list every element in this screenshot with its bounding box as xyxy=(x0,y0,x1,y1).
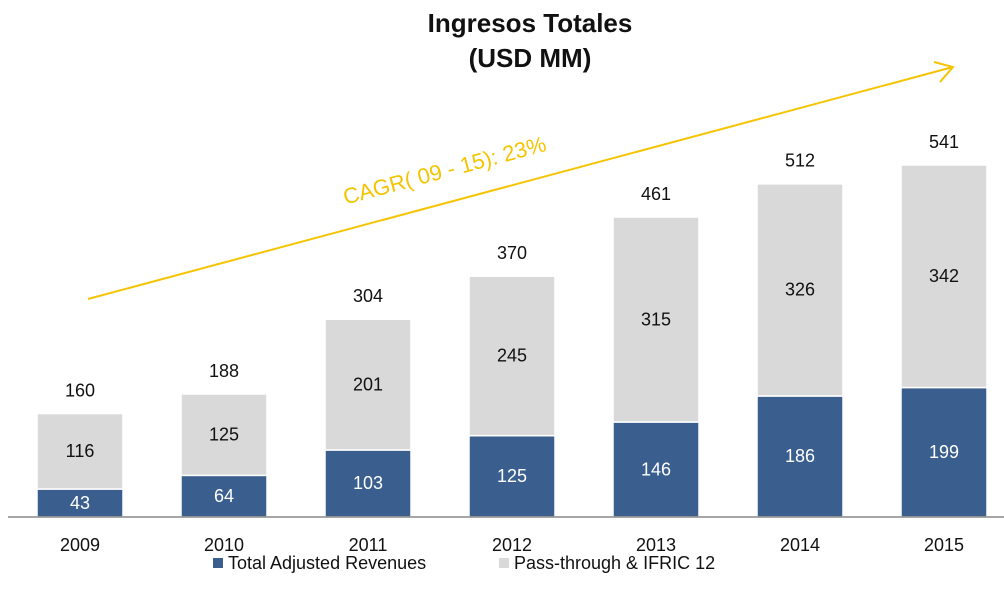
data-label: 125 xyxy=(497,466,527,486)
data-label: 64 xyxy=(214,486,234,506)
data-label: 201 xyxy=(353,374,383,394)
total-label: 304 xyxy=(353,286,383,306)
x-tick-label: 2010 xyxy=(204,535,244,555)
bar-segment xyxy=(756,395,844,518)
trend-arrow xyxy=(87,66,954,300)
data-label: 43 xyxy=(70,493,90,513)
data-label: 125 xyxy=(209,424,239,444)
arrow-head xyxy=(933,61,955,83)
data-label: 103 xyxy=(353,473,383,493)
bar-segment xyxy=(612,216,700,423)
data-label: 116 xyxy=(66,441,95,461)
legend-label: Total Adjusted Revenues xyxy=(228,553,426,573)
data-label: 245 xyxy=(497,346,527,366)
data-label: 199 xyxy=(929,442,959,462)
data-label: 146 xyxy=(641,459,671,479)
x-tick-label: 2009 xyxy=(60,535,100,555)
data-label: 342 xyxy=(929,266,959,286)
x-tick-label: 2011 xyxy=(349,535,388,555)
data-label: 326 xyxy=(785,280,815,300)
x-tick-label: 2014 xyxy=(780,535,820,555)
bar-segment xyxy=(468,434,556,518)
total-label: 188 xyxy=(209,361,239,381)
bar-segment xyxy=(324,449,412,518)
total-label: 541 xyxy=(929,132,959,152)
chart-title: (USD MM) xyxy=(469,43,592,73)
legend-label: Pass-through & IFRIC 12 xyxy=(514,553,715,573)
data-label: 315 xyxy=(641,309,671,329)
total-label: 160 xyxy=(65,380,95,400)
bar-segment xyxy=(180,393,268,477)
bar-segment xyxy=(900,164,988,389)
bar-segment xyxy=(324,318,412,451)
legend-swatch xyxy=(213,558,223,568)
bar-segment xyxy=(756,183,844,397)
total-label: 370 xyxy=(497,243,527,263)
chart-title: Ingresos Totales xyxy=(428,8,633,38)
bar-segment xyxy=(900,386,988,518)
x-tick-label: 2015 xyxy=(924,535,964,555)
x-tick-label: 2012 xyxy=(492,535,532,555)
legend-swatch xyxy=(499,558,509,568)
data-label: 186 xyxy=(785,446,815,466)
bar-segment xyxy=(36,488,124,518)
total-label: 461 xyxy=(641,184,671,204)
x-tick-label: 2013 xyxy=(636,535,676,555)
bar-segment xyxy=(36,412,124,490)
bar-segment xyxy=(468,275,556,437)
bar-segment xyxy=(180,474,268,518)
annotation: CAGR( 09 - 15): 23% xyxy=(340,131,548,209)
total-label: 512 xyxy=(785,151,815,171)
